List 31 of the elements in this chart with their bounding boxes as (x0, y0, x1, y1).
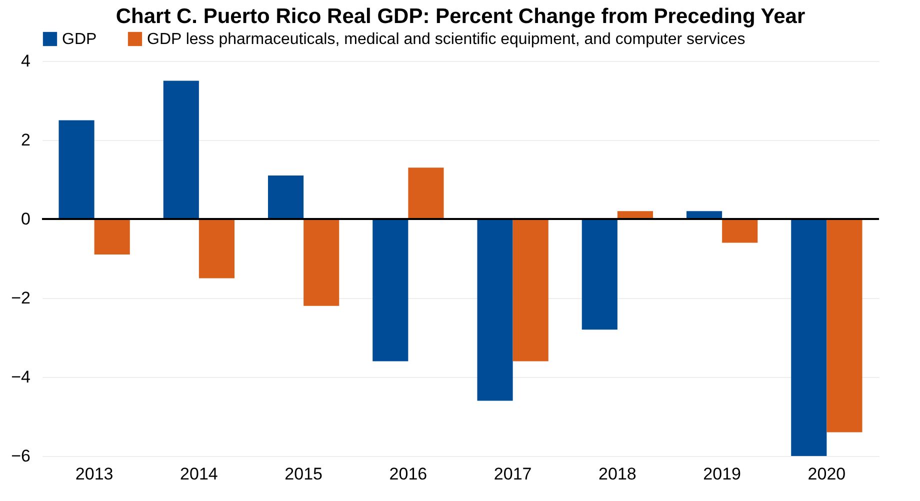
x-tick-label: 2018 (598, 464, 636, 484)
legend-label: GDP (62, 31, 97, 48)
bar (408, 168, 444, 219)
x-tick-label: 2015 (284, 464, 322, 484)
bar (304, 219, 340, 306)
bar (94, 219, 130, 255)
x-tick-label: 2020 (808, 464, 846, 484)
y-tick-label: 2 (21, 130, 30, 150)
y-tick-label: 0 (21, 210, 30, 228)
bar (477, 219, 513, 401)
x-tick-label: 2017 (494, 464, 532, 484)
bar (722, 219, 758, 243)
chart-title: Chart C. Puerto Rico Real GDP: Percent Change from Preceding Year (116, 5, 806, 28)
x-tick-label: 2013 (75, 464, 114, 484)
bar (268, 176, 304, 219)
y-tick-label: 4 (21, 52, 30, 70)
bar (791, 219, 827, 456)
y-tick-label: −4 (11, 368, 30, 386)
y-tick-label: −6 (11, 446, 30, 466)
bar (826, 219, 862, 432)
bar (163, 80, 199, 219)
x-tick-label: 2014 (180, 464, 218, 484)
x-tick-label: 2016 (389, 464, 428, 484)
bar (198, 219, 235, 278)
bar (582, 219, 618, 330)
x-tick-label: 2019 (703, 464, 741, 484)
y-tick-label: −2 (11, 288, 30, 308)
bar (512, 219, 548, 362)
bar (372, 219, 408, 362)
legend-label: GDP less pharmaceuticals, medical and scientific equipment, and computer services (147, 31, 746, 48)
bar (58, 120, 94, 219)
